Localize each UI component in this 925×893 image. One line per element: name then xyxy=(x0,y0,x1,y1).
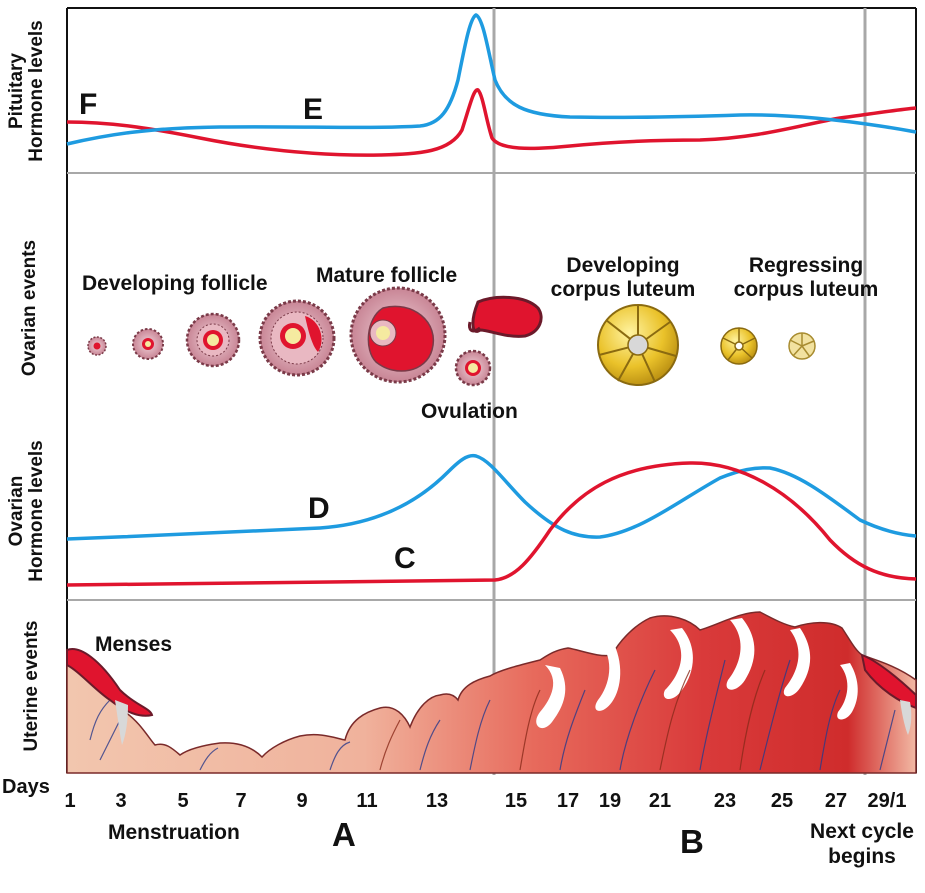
day-tick-3: 7 xyxy=(235,790,247,812)
developing-follicle-2 xyxy=(132,328,164,360)
row-label-ovarian-events: Ovarian events xyxy=(19,228,40,388)
ovarian-hormone-label-line2: Hormone levels xyxy=(26,440,47,582)
endometrium xyxy=(66,611,917,774)
curve-letter-F: F xyxy=(79,88,98,121)
day-tick-1: 3 xyxy=(115,790,127,812)
pituitary-label-line2: Hormone levels xyxy=(26,20,47,162)
curve-letter-E: E xyxy=(303,93,324,126)
panel-frame xyxy=(66,7,917,773)
day-tick-6: 13 xyxy=(425,790,449,812)
label-developing-corpus-luteum-line2: corpus luteum xyxy=(550,278,696,301)
phase-letter-A: A xyxy=(332,816,356,853)
label-regressing-corpus-luteum-line1: Regressing xyxy=(748,254,864,277)
uterine-events-label: Uterine events xyxy=(21,620,42,752)
label-developing-follicle: Developing follicle xyxy=(82,272,268,295)
days-axis-label: Days xyxy=(2,776,50,798)
label-regressing-corpus-luteum: Regressing corpus luteum xyxy=(716,254,896,302)
day-tick-13: 27 xyxy=(824,790,848,812)
label-next-cycle-begins: Next cycle begins xyxy=(803,819,921,869)
next-cycle-line1: Next cycle xyxy=(810,820,914,843)
pituitary-curve-E xyxy=(66,13,917,146)
pituitary-label-line1: Pituitary xyxy=(6,52,27,130)
curve-letter-D: D xyxy=(308,492,330,525)
ovulated-oocyte xyxy=(454,349,492,387)
day-tick-0: 1 xyxy=(64,790,76,812)
ovarian-curve-D xyxy=(66,453,917,541)
pituitary-curve-F xyxy=(66,88,917,157)
label-regressing-corpus-luteum-line2: corpus luteum xyxy=(733,278,879,301)
regressing-corpus-luteum-2 xyxy=(788,332,816,360)
day-tick-11: 23 xyxy=(713,790,737,812)
label-menstruation: Menstruation xyxy=(108,821,240,844)
row-label-uterine-events: Uterine events xyxy=(21,606,42,766)
ovarian-events-label: Ovarian events xyxy=(19,239,40,377)
ruptured-follicle xyxy=(468,295,543,338)
day-tick-14: 29/1 xyxy=(867,790,907,812)
day-tick-5: 11 xyxy=(356,790,378,812)
row-label-pituitary: Pituitary Hormone levels xyxy=(6,11,47,171)
developing-follicle-1 xyxy=(87,336,107,356)
label-ovulation: Ovulation xyxy=(421,400,518,423)
menses-shedding-right xyxy=(860,653,917,735)
developing-follicle-3 xyxy=(185,312,241,368)
regressing-corpus-luteum-1 xyxy=(720,327,758,365)
day-tick-12: 25 xyxy=(770,790,794,812)
day-tick-4: 9 xyxy=(296,790,308,812)
label-developing-corpus-luteum-line1: Developing xyxy=(566,254,680,277)
label-mature-follicle: Mature follicle xyxy=(316,264,458,287)
phase-letter-B: B xyxy=(680,823,704,860)
mature-follicle xyxy=(349,286,447,384)
curve-letter-C: C xyxy=(394,542,416,575)
row-label-ovarian-hormones: Ovarian Hormone levels xyxy=(6,431,47,591)
developing-corpus-luteum xyxy=(597,304,679,386)
developing-follicle-4 xyxy=(258,299,336,377)
menses-shedding-left xyxy=(66,648,154,745)
day-tick-7: 15 xyxy=(504,790,528,812)
day-tick-8: 17 xyxy=(556,790,580,812)
day-tick-9: 19 xyxy=(598,790,622,812)
label-menses: Menses xyxy=(95,633,173,656)
next-cycle-line2: begins xyxy=(828,845,896,868)
ovarian-hormone-label-line1: Ovarian xyxy=(6,475,27,547)
ovarian-curve-C xyxy=(66,461,917,587)
label-developing-corpus-luteum: Developing corpus luteum xyxy=(533,254,713,302)
day-tick-10: 21 xyxy=(648,790,672,812)
day-tick-2: 5 xyxy=(177,790,189,812)
